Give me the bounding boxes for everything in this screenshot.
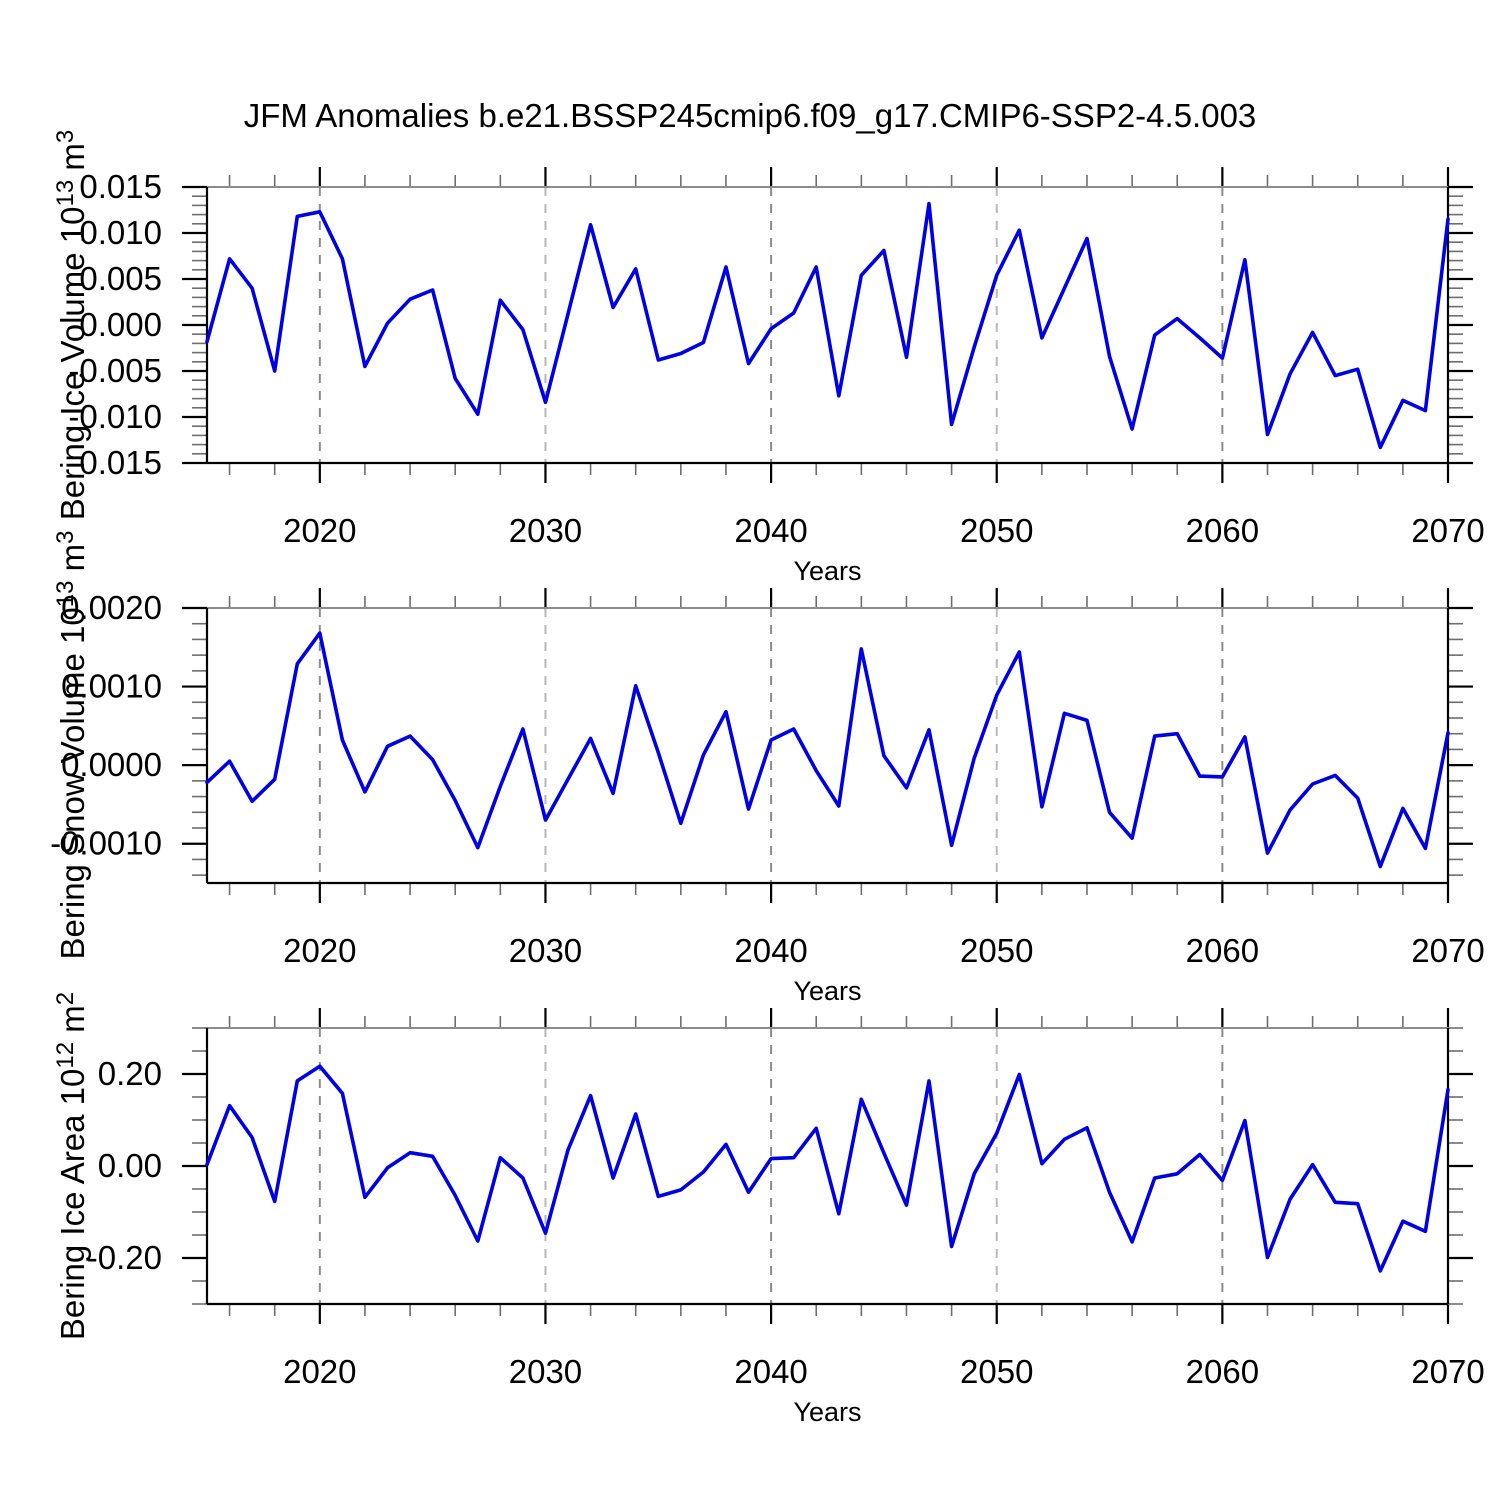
x-tick-label-2040: 2040 <box>734 512 807 549</box>
x-tick-label-2060: 2060 <box>1186 932 1259 969</box>
y-axis-title-exponent: 13 <box>52 581 79 608</box>
y-tick-label-0.0020: 0.0020 <box>61 589 162 626</box>
y-axis-title-text: Bering Snow Volume 10 <box>54 607 91 959</box>
x-tick-label-2020: 2020 <box>283 512 356 549</box>
figure-title: JFM Anomalies b.e21.BSSP245cmip6.f09_g17… <box>244 97 1257 134</box>
x-tick-label-2060: 2060 <box>1186 1353 1259 1390</box>
x-tick-label-2020: 2020 <box>283 932 356 969</box>
y-tick-label-0.010: 0.010 <box>79 214 162 251</box>
y-tick-label-0.20: 0.20 <box>98 1055 162 1092</box>
x-axis-title-years: Years <box>793 556 861 586</box>
y-axis-title-unit: m <box>54 1005 91 1042</box>
x-tick-label-2050: 2050 <box>960 1353 1033 1390</box>
x-axis-title-years: Years <box>793 976 861 1006</box>
y-axis-title-unit-exponent: 2 <box>52 992 79 1005</box>
y-tick-label-0.0010: 0.0010 <box>61 668 162 705</box>
y-tick-label-0.005: 0.005 <box>79 260 162 297</box>
x-tick-label-2040: 2040 <box>734 932 807 969</box>
y-axis-title-text: Bering Ice Volume 10 <box>54 207 91 521</box>
y-axis-title-ice-volume: Bering Ice Volume 1013 m3 <box>52 130 91 520</box>
y-axis-title-unit-exponent: 3 <box>52 531 79 544</box>
y-tick-label--0.010: -0.010 <box>68 398 162 435</box>
x-axis-title-years: Years <box>793 1397 861 1427</box>
y-axis-title-text: Bering Ice Area 10 <box>54 1069 91 1341</box>
x-tick-label-2030: 2030 <box>509 1353 582 1390</box>
y-axis-title-unit: m <box>54 544 91 581</box>
x-tick-label-2070: 2070 <box>1411 512 1484 549</box>
x-tick-label-2030: 2030 <box>509 932 582 969</box>
y-axis-title-exponent: 13 <box>52 180 79 207</box>
y-tick-label--0.0010: -0.0010 <box>50 825 162 862</box>
y-axis-title-exponent: 12 <box>52 1042 79 1069</box>
x-tick-label-2050: 2050 <box>960 932 1033 969</box>
y-axis-title-unit: m <box>54 143 91 180</box>
x-tick-label-2020: 2020 <box>283 1353 356 1390</box>
x-tick-label-2060: 2060 <box>1186 512 1259 549</box>
chart-bering-ice-area: 2020 2030 2040 2050 2060 2070 0.20 0.00 -0.20 Yea… <box>87 1008 1485 1427</box>
y-tick-label--0.20: -0.20 <box>87 1239 162 1276</box>
y-tick-label--0.015: -0.015 <box>68 444 162 481</box>
y-tick-label-0.015: 0.015 <box>79 168 162 205</box>
x-tick-label-2040: 2040 <box>734 1353 807 1390</box>
y-tick-label--0.005: -0.005 <box>68 352 162 389</box>
y-axis-title-snow-volume: Bering Snow Volume 1013 m3 <box>52 531 91 960</box>
x-tick-label-2070: 2070 <box>1411 1353 1484 1390</box>
x-tick-label-2030: 2030 <box>509 512 582 549</box>
y-axis-title-ice-area: Bering Ice Area 1012 m2 <box>52 992 91 1340</box>
bering-ice-area-line <box>205 1064 1450 1273</box>
x-tick-label-2070: 2070 <box>1411 932 1484 969</box>
y-tick-label-0.00: 0.00 <box>98 1147 162 1184</box>
bering-ice-volume-line <box>205 201 1450 450</box>
y-tick-label-0.0000: 0.0000 <box>61 746 162 783</box>
y-tick-label-0.000: 0.000 <box>79 306 162 343</box>
chart-bering-ice-volume: 2020 2030 2040 2050 2060 2070 0.015 0.010 0.005 0… <box>68 167 1485 586</box>
x-tick-label-2050: 2050 <box>960 512 1033 549</box>
y-axis-title-unit-exponent: 3 <box>52 130 79 143</box>
chart-bering-snow-volume: 2020 2030 2040 2050 2060 2070 0.0020 0.0010 0.00… <box>50 588 1485 1006</box>
bering-snow-volume-line <box>205 631 1450 869</box>
